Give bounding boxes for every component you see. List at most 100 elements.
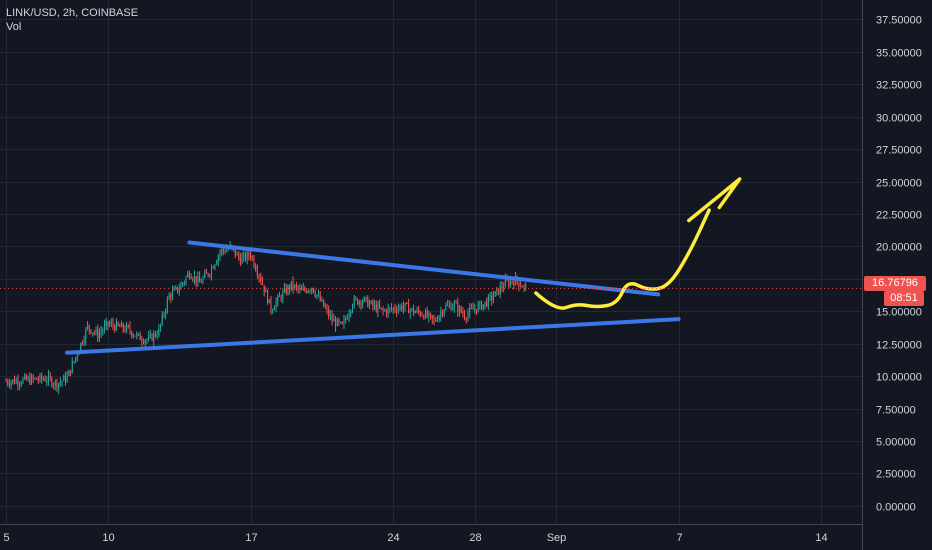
candle-body — [270, 299, 272, 312]
candle-body — [396, 310, 398, 312]
candle-body — [47, 375, 49, 381]
candle-body — [391, 307, 393, 310]
candle-body — [329, 315, 331, 317]
price-tick-label: 20.00000 — [876, 242, 922, 254]
candle-body — [204, 272, 206, 278]
candle-body — [117, 321, 119, 326]
candle-body — [482, 304, 484, 310]
upper-trendline[interactable] — [187, 240, 661, 297]
candle-body — [17, 380, 19, 385]
candle-body — [402, 306, 404, 310]
candle-body — [324, 306, 326, 308]
candle-body — [413, 308, 415, 314]
symbol-title[interactable]: LINK/USD, 2h, COINBASE — [6, 7, 139, 19]
candle-body — [462, 312, 464, 315]
candle-body — [109, 324, 111, 326]
candle-body — [472, 308, 474, 310]
candle-body — [154, 333, 156, 336]
candle-body — [421, 315, 423, 317]
candle-body — [36, 378, 38, 380]
candle-body — [469, 307, 471, 314]
user-drawings[interactable] — [65, 177, 742, 355]
candle-body — [414, 311, 416, 314]
candle-body — [185, 276, 187, 282]
candle-body — [370, 301, 372, 304]
candle-body — [144, 340, 146, 343]
candle-body — [346, 318, 348, 320]
candle-body — [419, 312, 421, 316]
candle-body — [12, 379, 14, 382]
candle-body — [404, 303, 406, 307]
candle-body — [182, 283, 184, 285]
candle-body — [158, 328, 160, 336]
candle-body — [221, 249, 223, 252]
candle-body — [358, 301, 360, 305]
candle-body — [15, 380, 17, 384]
candle-body — [137, 333, 139, 335]
volume-indicator-label[interactable]: Vol — [6, 21, 22, 33]
candle-body — [275, 301, 277, 309]
candle-body — [380, 307, 382, 309]
candle-body — [306, 290, 308, 293]
candle-body — [272, 309, 274, 312]
candle-body — [384, 310, 386, 312]
candle-body — [479, 301, 481, 305]
candle-body — [217, 255, 219, 262]
candle-body — [323, 299, 325, 307]
price-tick-label: 32.50000 — [876, 80, 922, 92]
candle-body — [345, 318, 347, 320]
candle-body — [418, 309, 420, 313]
candle-body — [13, 379, 16, 384]
candle-body — [489, 295, 491, 297]
candle-body — [333, 319, 335, 322]
price-tick-label: 12.50000 — [876, 340, 922, 352]
candle-body — [153, 333, 155, 341]
candle-body — [170, 294, 172, 298]
projection-arrow-head[interactable] — [687, 177, 742, 223]
candle-body — [307, 290, 309, 293]
price-tick-label: 0.00000 — [876, 502, 916, 514]
candle-body — [256, 270, 258, 276]
candle-body — [251, 257, 253, 259]
time-tick-label: 5 — [3, 532, 9, 544]
candle-body — [134, 335, 136, 337]
candle-body — [139, 333, 141, 341]
candle-body — [435, 320, 437, 322]
candle-body — [340, 321, 342, 323]
price-tick-label: 5.00000 — [876, 437, 916, 449]
candle-body — [316, 294, 318, 296]
candle-body — [314, 292, 316, 296]
candle-body — [161, 314, 163, 325]
candle-body — [379, 304, 381, 308]
candle-body — [151, 334, 153, 341]
candle-body — [331, 315, 333, 322]
candle-body — [260, 277, 262, 282]
candle-body — [64, 375, 66, 382]
candle-body — [295, 285, 297, 287]
candle-body — [267, 290, 269, 304]
candle-body — [71, 362, 73, 374]
candle-body — [119, 325, 121, 328]
candle-body — [98, 332, 100, 339]
candle-body — [160, 324, 162, 329]
candle-body — [81, 343, 83, 345]
candle-body — [372, 301, 374, 307]
price-tick-label: 7.50000 — [876, 405, 916, 417]
candle-body — [30, 376, 32, 384]
price-tick-label: 35.00000 — [876, 48, 922, 60]
candle-body — [382, 308, 384, 311]
time-tick-label: 24 — [387, 532, 399, 544]
candle-body — [294, 285, 296, 289]
candle-body — [492, 296, 494, 300]
candle-body — [132, 335, 134, 337]
candle-body — [110, 322, 112, 325]
candle-body — [59, 382, 61, 384]
lower-trendline[interactable] — [65, 317, 681, 355]
candle-body — [523, 285, 525, 288]
candle-body — [525, 285, 527, 287]
projection-wave[interactable] — [534, 208, 711, 310]
candle-body — [199, 276, 201, 283]
candle-body — [173, 288, 175, 291]
